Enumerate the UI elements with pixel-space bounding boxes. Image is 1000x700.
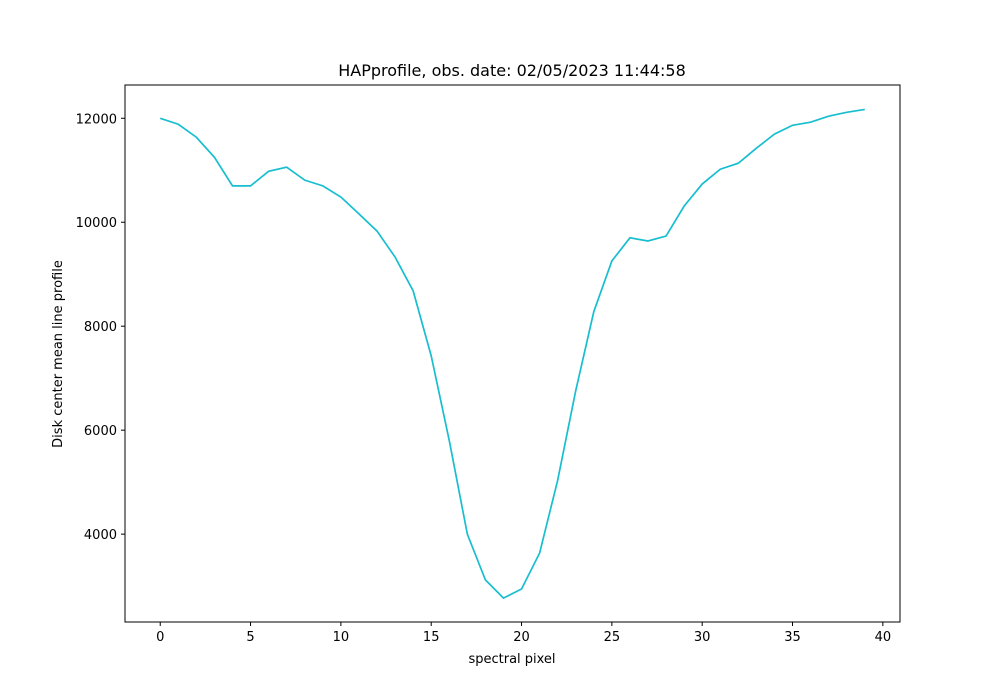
x-axis-label: spectral pixel bbox=[468, 652, 555, 667]
y-axis-label: Disk center mean line profile bbox=[51, 260, 66, 448]
chart-title: HAPprofile, obs. date: 02/05/2023 11:44:… bbox=[338, 61, 686, 80]
y-tick-label: 8000 bbox=[84, 320, 117, 335]
y-tick-label: 10000 bbox=[76, 216, 117, 231]
x-tick-label: 40 bbox=[875, 630, 892, 645]
x-tick-label: 0 bbox=[156, 630, 164, 645]
plot-frame bbox=[124, 84, 901, 623]
x-tick-label: 20 bbox=[513, 630, 530, 645]
x-tick-label: 30 bbox=[694, 630, 711, 645]
x-tick-label: 10 bbox=[333, 630, 350, 645]
x-tick-label: 15 bbox=[423, 630, 440, 645]
x-tick-label: 35 bbox=[784, 630, 801, 645]
x-tick-label: 5 bbox=[246, 630, 254, 645]
y-tick-label: 6000 bbox=[84, 424, 117, 439]
data-line bbox=[159, 108, 865, 600]
y-tick-label: 12000 bbox=[76, 112, 117, 127]
x-tick-label: 25 bbox=[604, 630, 621, 645]
y-tick-label: 4000 bbox=[84, 528, 117, 543]
